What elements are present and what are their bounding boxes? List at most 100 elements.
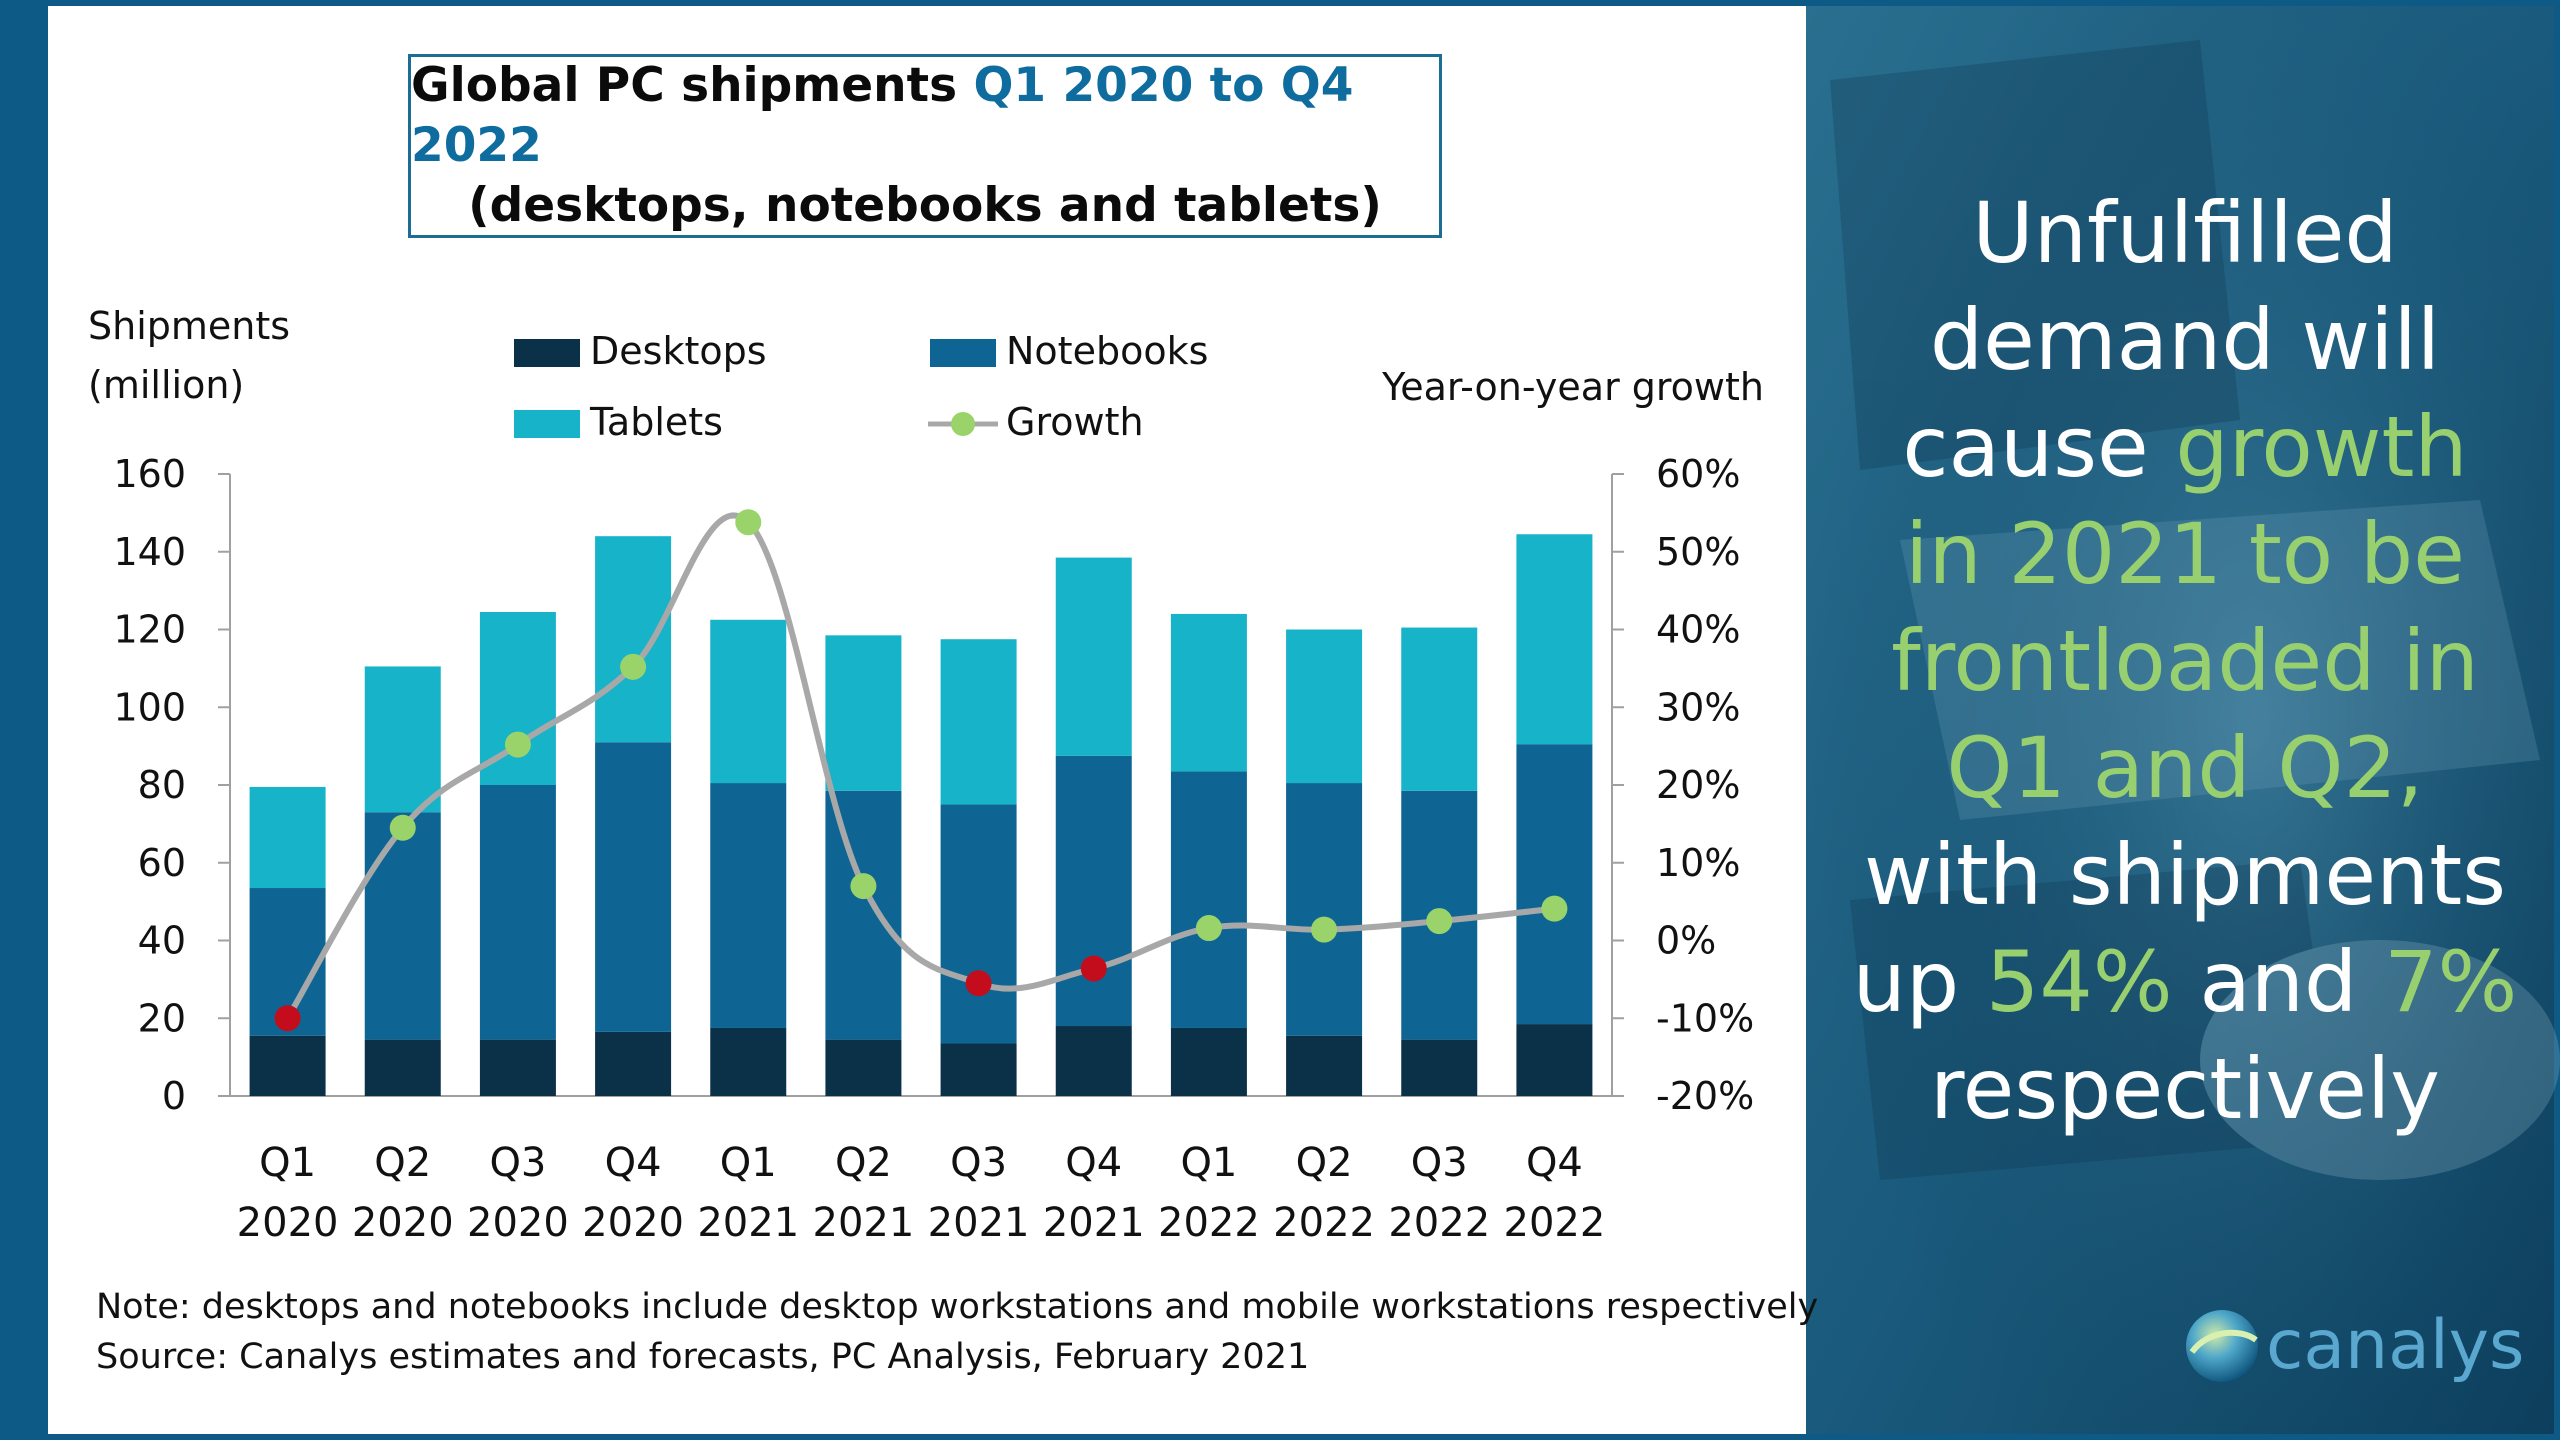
bar-desktops <box>595 1031 672 1096</box>
callout-line-1: Unfulfilled <box>1972 184 2398 282</box>
legend-label-desktops: Desktops <box>590 329 767 373</box>
x-tick-label-year: 2021 <box>928 1200 1030 1246</box>
x-tick-label-quarter: Q1 <box>720 1140 777 1186</box>
chart-panel <box>48 6 1806 1434</box>
bar-notebooks <box>364 812 441 1040</box>
growth-marker-positive <box>1426 908 1453 935</box>
x-tick-label-year: 2022 <box>1158 1200 1260 1246</box>
growth-marker-positive <box>1541 895 1568 922</box>
bar-notebooks <box>1170 771 1247 1028</box>
bar-tablets <box>1170 613 1247 772</box>
growth-marker-positive <box>504 731 531 758</box>
growth-marker-positive <box>735 509 762 536</box>
callout-54pct: 54% <box>1985 933 2173 1031</box>
x-tick-label-quarter: Q3 <box>1411 1140 1468 1186</box>
growth-marker-positive <box>389 814 416 841</box>
x-tick-label-year: 2021 <box>1043 1200 1145 1246</box>
bar-desktops <box>479 1039 556 1096</box>
y2-tick-label: 20% <box>1656 763 1740 807</box>
y-tick-label: 120 <box>113 608 186 652</box>
x-tick-label-quarter: Q4 <box>1526 1140 1583 1186</box>
chart-title-box: Global PC shipments Q1 2020 to Q4 2022 (… <box>408 54 1442 238</box>
legend-swatch-notebooks <box>930 339 996 367</box>
growth-marker-positive <box>620 653 647 680</box>
bar-desktops <box>940 1043 1017 1096</box>
legend-label-tablets: Tablets <box>589 400 723 444</box>
chart-title-prefix: Global PC shipments <box>411 58 958 113</box>
x-tick-label-year: 2020 <box>582 1200 684 1246</box>
callout-up: up <box>1852 933 1986 1031</box>
x-tick-label-year: 2022 <box>1504 1200 1606 1246</box>
legend-label-growth: Growth <box>1006 400 1144 444</box>
bar-tablets <box>1516 534 1593 745</box>
chart-plot: 0 20 40 60 80 100 120 140 160 -20% -10% 0% 10% 20% 30%… <box>113 452 1754 1246</box>
x-tick-label-quarter: Q3 <box>950 1140 1007 1186</box>
callout-cause: cause <box>1902 398 2176 496</box>
y2-tick-label: 10% <box>1656 841 1740 885</box>
callout-line-2: demand will <box>1929 291 2441 389</box>
callout-line-9: respectively <box>1929 1040 2441 1138</box>
bar-tablets <box>825 635 902 791</box>
canalys-globe-icon <box>2186 1310 2258 1382</box>
y2-axis-title: Year-on-year growth <box>1381 365 1764 409</box>
x-tick-label-quarter: Q4 <box>1065 1140 1122 1186</box>
x-tick-label-quarter: Q2 <box>374 1140 431 1186</box>
bar-tablets <box>1401 627 1478 791</box>
bar-desktops <box>1401 1039 1478 1096</box>
y2-tick-label: 0% <box>1656 919 1716 963</box>
photo-glow <box>1806 6 2554 1434</box>
x-tick-label-quarter: Q1 <box>259 1140 316 1186</box>
growth-line <box>285 512 1555 1020</box>
callout-text: Unfulfilled demand will cause growth in … <box>1812 180 2558 1143</box>
bar-desktops <box>825 1039 902 1096</box>
bar-desktops <box>1170 1027 1247 1096</box>
bar-notebooks <box>1286 783 1363 1036</box>
y-tick-label: 140 <box>113 530 186 574</box>
bar-desktops <box>1055 1026 1132 1096</box>
x-tick-label-year: 2020 <box>352 1200 454 1246</box>
y2-tick-label: -10% <box>1656 996 1754 1040</box>
callout-line-4: in 2021 to be <box>1905 505 2465 603</box>
x-tick-label-quarter: Q2 <box>1296 1140 1353 1186</box>
chart-title-line1: Global PC shipments Q1 2020 to Q4 2022 <box>411 56 1439 176</box>
canalys-wordmark: canalys <box>2266 1306 2524 1385</box>
x-tick-label-year: 2022 <box>1388 1200 1490 1246</box>
bar-desktops <box>710 1027 787 1096</box>
callout-line-8: up 54% and 7% <box>1812 929 2558 1036</box>
growth-marker-positive <box>1311 916 1338 943</box>
bar-notebooks <box>940 804 1017 1044</box>
footnote-note: Note: desktops and notebooks include des… <box>96 1287 1818 1327</box>
bar-tablets <box>364 666 441 813</box>
growth-marker-positive <box>850 873 877 900</box>
x-tick-label-year: 2021 <box>697 1200 799 1246</box>
callout-growth: growth <box>2175 398 2468 496</box>
y-axis-title-line2: (million) <box>88 363 244 407</box>
callout-and: and <box>2172 933 2385 1031</box>
x-tick-label-quarter: Q3 <box>489 1140 546 1186</box>
y-tick-label: 20 <box>138 996 186 1040</box>
growth-marker-negative <box>274 1005 301 1032</box>
bar-desktops <box>249 1035 326 1096</box>
bar-tablets <box>595 536 672 743</box>
x-tick-label-quarter: Q2 <box>835 1140 892 1186</box>
y-tick-label: 80 <box>138 763 186 807</box>
growth-marker-positive <box>1195 915 1222 942</box>
bar-desktops <box>1516 1024 1593 1096</box>
bar-notebooks <box>479 785 556 1040</box>
y-tick-label: 0 <box>162 1074 186 1118</box>
legend-swatch-growth-marker <box>951 412 975 436</box>
chart-title-line2: (desktops, notebooks and tablets) <box>468 178 1382 233</box>
bar-notebooks <box>595 742 672 1032</box>
y-tick-label: 40 <box>138 919 186 963</box>
y2-tick-label: -20% <box>1656 1074 1754 1118</box>
bar-tablets <box>1055 557 1132 756</box>
x-tick-label-year: 2020 <box>237 1200 339 1246</box>
x-tick-label-year: 2021 <box>813 1200 915 1246</box>
bar-tablets <box>1286 629 1363 784</box>
callout-line-7: with shipments <box>1863 826 2507 924</box>
y-tick-label: 100 <box>113 685 186 729</box>
bar-notebooks <box>710 783 787 1028</box>
bar-desktops <box>1286 1035 1363 1096</box>
bar-tablets <box>710 619 787 784</box>
